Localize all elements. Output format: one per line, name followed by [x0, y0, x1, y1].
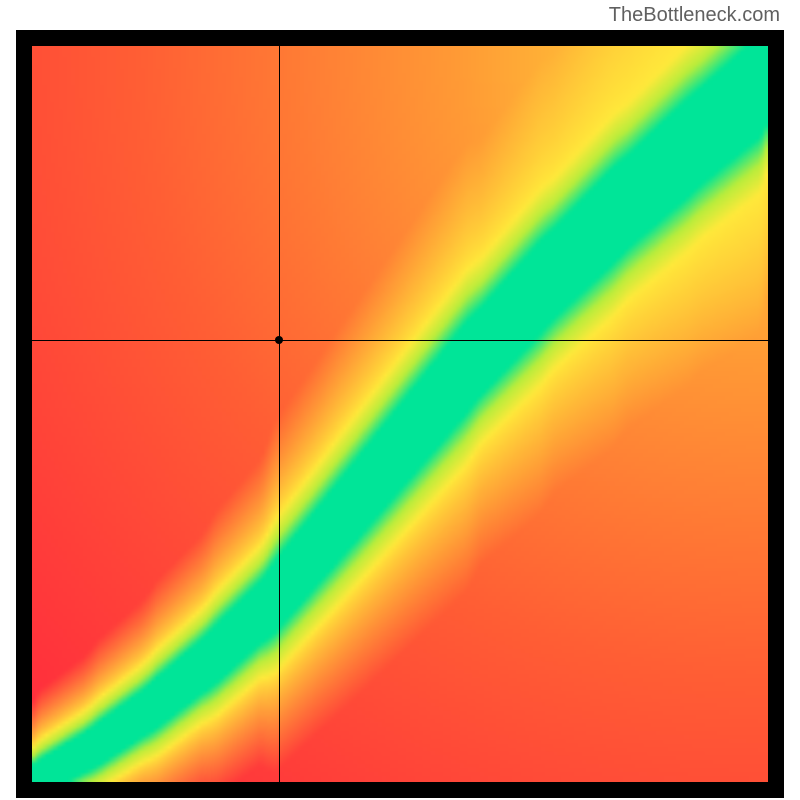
crosshair-vertical-line [279, 46, 280, 782]
crosshair-dot [275, 336, 283, 344]
watermark-text: TheBottleneck.com [609, 4, 780, 27]
crosshair-horizontal-line [32, 340, 768, 341]
heatmap-canvas [32, 46, 768, 782]
chart-plot-area [32, 46, 768, 782]
